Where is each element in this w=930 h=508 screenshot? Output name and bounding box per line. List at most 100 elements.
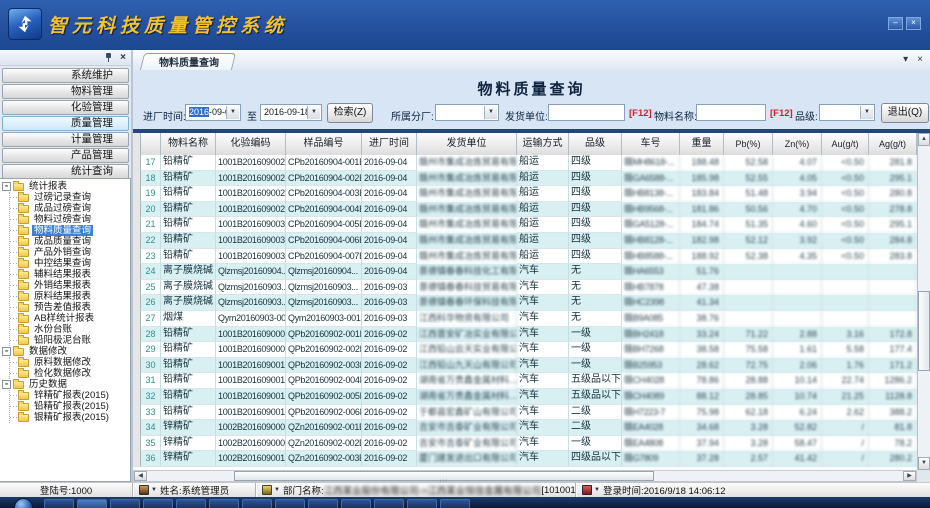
tree-item-AB样统计报表[interactable]: AB样统计报表 bbox=[10, 313, 130, 324]
cell-weight[interactable]: 181.86 bbox=[680, 201, 724, 218]
row-indicator[interactable] bbox=[133, 248, 141, 265]
column-header-indicator[interactable] bbox=[133, 133, 141, 155]
cell-grade[interactable]: 一级 bbox=[569, 326, 622, 343]
cell-au-gt[interactable]: 22.74 bbox=[822, 373, 869, 389]
cell-material-name[interactable]: 锌精矿 bbox=[161, 420, 216, 436]
cell-grade[interactable]: 四级 bbox=[569, 155, 622, 171]
column-header-ag-gt[interactable]: Ag(g/t) bbox=[869, 133, 917, 155]
tree-item-外销结果报表[interactable]: 外销结果报表 bbox=[10, 280, 130, 291]
taskbar-button[interactable] bbox=[341, 499, 371, 508]
cell-zn-pct[interactable]: 4.05 bbox=[773, 170, 822, 187]
taskbar-button[interactable] bbox=[374, 499, 404, 508]
tree-item-物料过磅查询[interactable]: 物料过磅查询 bbox=[10, 214, 130, 225]
cell-shipper[interactable]: 江西科华物资有限公司 bbox=[417, 310, 517, 327]
cell-grade[interactable]: 五级品以下 bbox=[569, 388, 622, 405]
cell-shipper[interactable]: 景德镇春春环保科技有限公司 bbox=[417, 295, 517, 311]
cell-grade[interactable]: 四级 bbox=[569, 186, 622, 202]
table-row[interactable]: 18 铅精矿 1001B2016090024 CPb20160904-002B 2016… bbox=[133, 170, 930, 187]
cell-material-name[interactable]: 铅精矿 bbox=[161, 201, 216, 218]
date-from-dropdown-icon[interactable]: ▼ bbox=[226, 106, 239, 119]
cell-assay-code[interactable]: Qlzmsj20160903... bbox=[216, 295, 286, 311]
cell-assay-code[interactable]: Qlzmsj20160904... bbox=[216, 264, 286, 280]
cell-au-gt[interactable]: <0.50 bbox=[822, 201, 869, 218]
cell-truck-no[interactable]: 赣HB8588-... bbox=[622, 248, 680, 265]
cell-truck-no[interactable]: 赣CH4028 bbox=[622, 373, 680, 389]
taskbar-button[interactable] bbox=[44, 499, 74, 508]
cell-material-name[interactable]: 烟煤 bbox=[161, 310, 216, 327]
cell-truck-no[interactable]: 赣MH8618-... bbox=[622, 155, 680, 171]
cell-assay-code[interactable]: 1001B2016090026 bbox=[216, 186, 286, 202]
table-row[interactable]: 26 离子膜烧碱 Qlzmsj20160903... Qlzmsj20160903..… bbox=[133, 295, 930, 311]
cell-assay-code[interactable]: 1001B2016090010 bbox=[216, 357, 286, 374]
cell-entry-date[interactable]: 2016-09-04 bbox=[362, 248, 417, 265]
table-row[interactable]: 30 铅精矿 1001B2016090010 QPb20160902-003B 2016… bbox=[133, 357, 930, 374]
cell-assay-code[interactable]: 1001B2016090012 bbox=[216, 373, 286, 389]
row-indicator[interactable] bbox=[133, 388, 141, 405]
cell-shipper[interactable]: 吉安市吉泰矿业有限公司 bbox=[417, 420, 517, 436]
column-header-entry-date[interactable]: 进厂时间 bbox=[362, 133, 417, 155]
cell-shipper[interactable]: 江西铅山九天山有限公司 bbox=[417, 357, 517, 374]
cell-truck-no[interactable]: 赣HC2398 bbox=[622, 295, 680, 311]
cell-transport[interactable]: 船运 bbox=[517, 155, 569, 171]
cell-weight[interactable]: 184.74 bbox=[680, 217, 724, 233]
cell-sample-code[interactable]: CPb20160904-007B bbox=[286, 248, 362, 265]
cell-transport[interactable]: 汽车 bbox=[517, 342, 569, 358]
horizontal-scroll-thumb[interactable]: ||| bbox=[234, 471, 654, 487]
cell-row-number[interactable]: 32 bbox=[141, 388, 161, 405]
shipper-input[interactable] bbox=[548, 104, 625, 121]
date-to-dropdown-icon[interactable]: ▼ bbox=[307, 106, 320, 119]
taskbar-button[interactable] bbox=[440, 499, 470, 508]
row-indicator[interactable] bbox=[133, 217, 141, 233]
cell-row-number[interactable]: 33 bbox=[141, 404, 161, 421]
row-indicator[interactable] bbox=[133, 186, 141, 202]
cell-sample-code[interactable]: QZn20160902-002B bbox=[286, 435, 362, 452]
cell-zn-pct[interactable]: 2.88 bbox=[773, 326, 822, 343]
cell-material-name[interactable]: 铅精矿 bbox=[161, 170, 216, 187]
tree-expander-icon[interactable]: - bbox=[2, 380, 11, 389]
tree-expander-icon[interactable]: - bbox=[2, 347, 11, 356]
cell-zn-pct[interactable]: 4.60 bbox=[773, 217, 822, 233]
cell-zn-pct[interactable] bbox=[773, 264, 822, 280]
cell-au-gt[interactable]: <0.50 bbox=[822, 170, 869, 187]
table-row[interactable]: 20 铅精矿 1001B2016090028 CPb20160904-004B 2016… bbox=[133, 201, 930, 218]
cell-pb-pct[interactable]: 51.48 bbox=[724, 186, 773, 202]
cell-assay-code[interactable]: 1001B2016090024 bbox=[216, 170, 286, 187]
cell-au-gt[interactable]: <0.50 bbox=[822, 248, 869, 265]
taskbar-button[interactable] bbox=[407, 499, 437, 508]
cell-weight[interactable]: 38.76 bbox=[680, 310, 724, 327]
cell-au-gt[interactable] bbox=[822, 264, 869, 280]
cell-row-number[interactable]: 19 bbox=[141, 186, 161, 202]
cell-weight[interactable]: 34.68 bbox=[680, 420, 724, 436]
cell-ag-gt[interactable]: 171.2 bbox=[869, 357, 917, 374]
cell-au-gt[interactable] bbox=[822, 295, 869, 311]
cell-pb-pct[interactable]: 2.57 bbox=[724, 451, 773, 467]
cell-assay-code[interactable]: 1001B2016090022 bbox=[216, 155, 286, 171]
cell-ag-gt[interactable]: 78.2 bbox=[869, 435, 917, 452]
start-button[interactable] bbox=[14, 498, 33, 508]
row-indicator[interactable] bbox=[133, 373, 141, 389]
cell-transport[interactable]: 汽车 bbox=[517, 357, 569, 374]
row-indicator[interactable] bbox=[133, 342, 141, 358]
row-indicator[interactable] bbox=[133, 201, 141, 218]
cell-zn-pct[interactable]: 41.42 bbox=[773, 451, 822, 467]
factory-dropdown-icon[interactable]: ▼ bbox=[484, 106, 497, 119]
cell-zn-pct[interactable]: 4.70 bbox=[773, 201, 822, 218]
cell-ag-gt[interactable]: 283.8 bbox=[869, 248, 917, 265]
cell-pb-pct[interactable]: 51.35 bbox=[724, 217, 773, 233]
cell-shipper[interactable]: 赣州市集成冶炼贸易有限公司 bbox=[417, 155, 517, 171]
cell-shipper[interactable]: 景德镇春春科技贸易有限公司 bbox=[417, 279, 517, 296]
cell-sample-code[interactable]: CPb20160904-003B bbox=[286, 186, 362, 202]
cell-weight[interactable]: 47.38 bbox=[680, 279, 724, 296]
cell-shipper[interactable]: 赣州市集成冶炼贸易有限公司 bbox=[417, 170, 517, 187]
row-indicator[interactable] bbox=[133, 310, 141, 327]
sidebar-button-统计查询[interactable]: 统计查询 bbox=[2, 164, 129, 179]
cell-material-name[interactable]: 铅精矿 bbox=[161, 232, 216, 249]
cell-material-name[interactable]: 锌精矿 bbox=[161, 435, 216, 452]
cell-pb-pct[interactable]: 75.58 bbox=[724, 342, 773, 358]
cell-pb-pct[interactable]: 52.55 bbox=[724, 170, 773, 187]
column-header-grade[interactable]: 品级 bbox=[569, 133, 622, 155]
cell-ag-gt[interactable]: 172.8 bbox=[869, 326, 917, 343]
cell-material-name[interactable]: 离子膜烧碱 bbox=[161, 279, 216, 296]
cell-entry-date[interactable]: 2016-09-02 bbox=[362, 357, 417, 374]
cell-grade[interactable]: 二级 bbox=[569, 404, 622, 421]
